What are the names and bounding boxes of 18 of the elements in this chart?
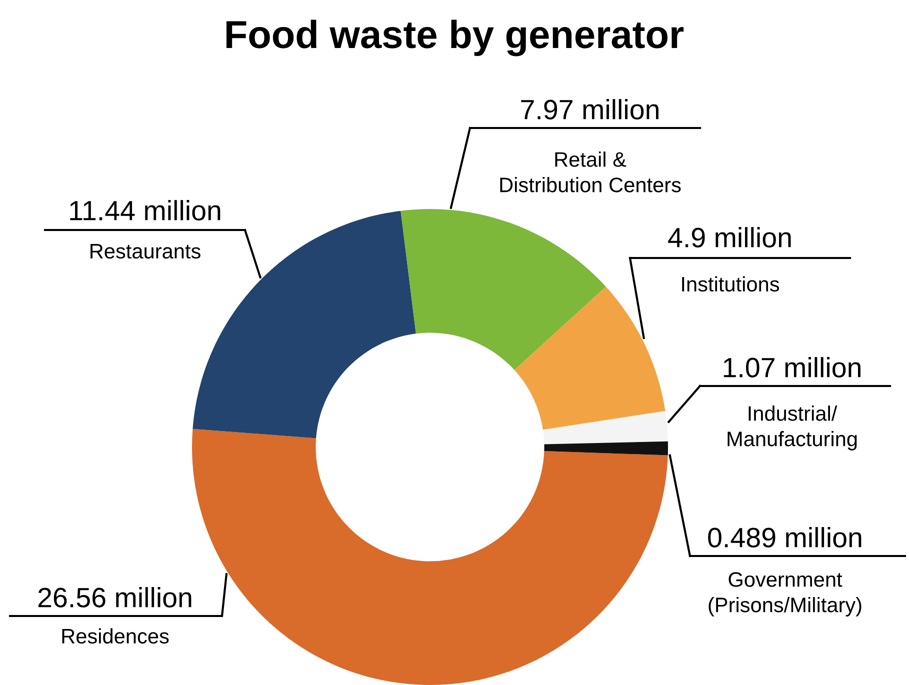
data-label: 7.97 million xyxy=(521,99,658,120)
chart-title: Food waste by generator xyxy=(226,20,684,56)
data-label: 26.56 million xyxy=(38,587,192,608)
slice-label: Residences xyxy=(62,628,169,644)
donut-slice xyxy=(542,410,668,444)
slice-label: Retail & Distribution Centers xyxy=(500,152,681,192)
slice-label: Restaurants xyxy=(90,244,200,259)
slice-label: Government (Prisons/Military) xyxy=(708,572,862,616)
donut-slice xyxy=(400,209,606,370)
donut-slice xyxy=(192,428,668,685)
donut-slice xyxy=(544,441,668,456)
data-label: 11.44 million xyxy=(70,200,220,220)
slice-label: Institutions xyxy=(682,276,780,292)
data-label: 1.07 million xyxy=(724,357,860,378)
donut-slice xyxy=(514,286,666,430)
data-label: 4.9 million xyxy=(668,227,791,248)
data-label: 0.489 million xyxy=(708,527,862,548)
slice-label: Industrial/ Manufacturing xyxy=(728,406,857,450)
